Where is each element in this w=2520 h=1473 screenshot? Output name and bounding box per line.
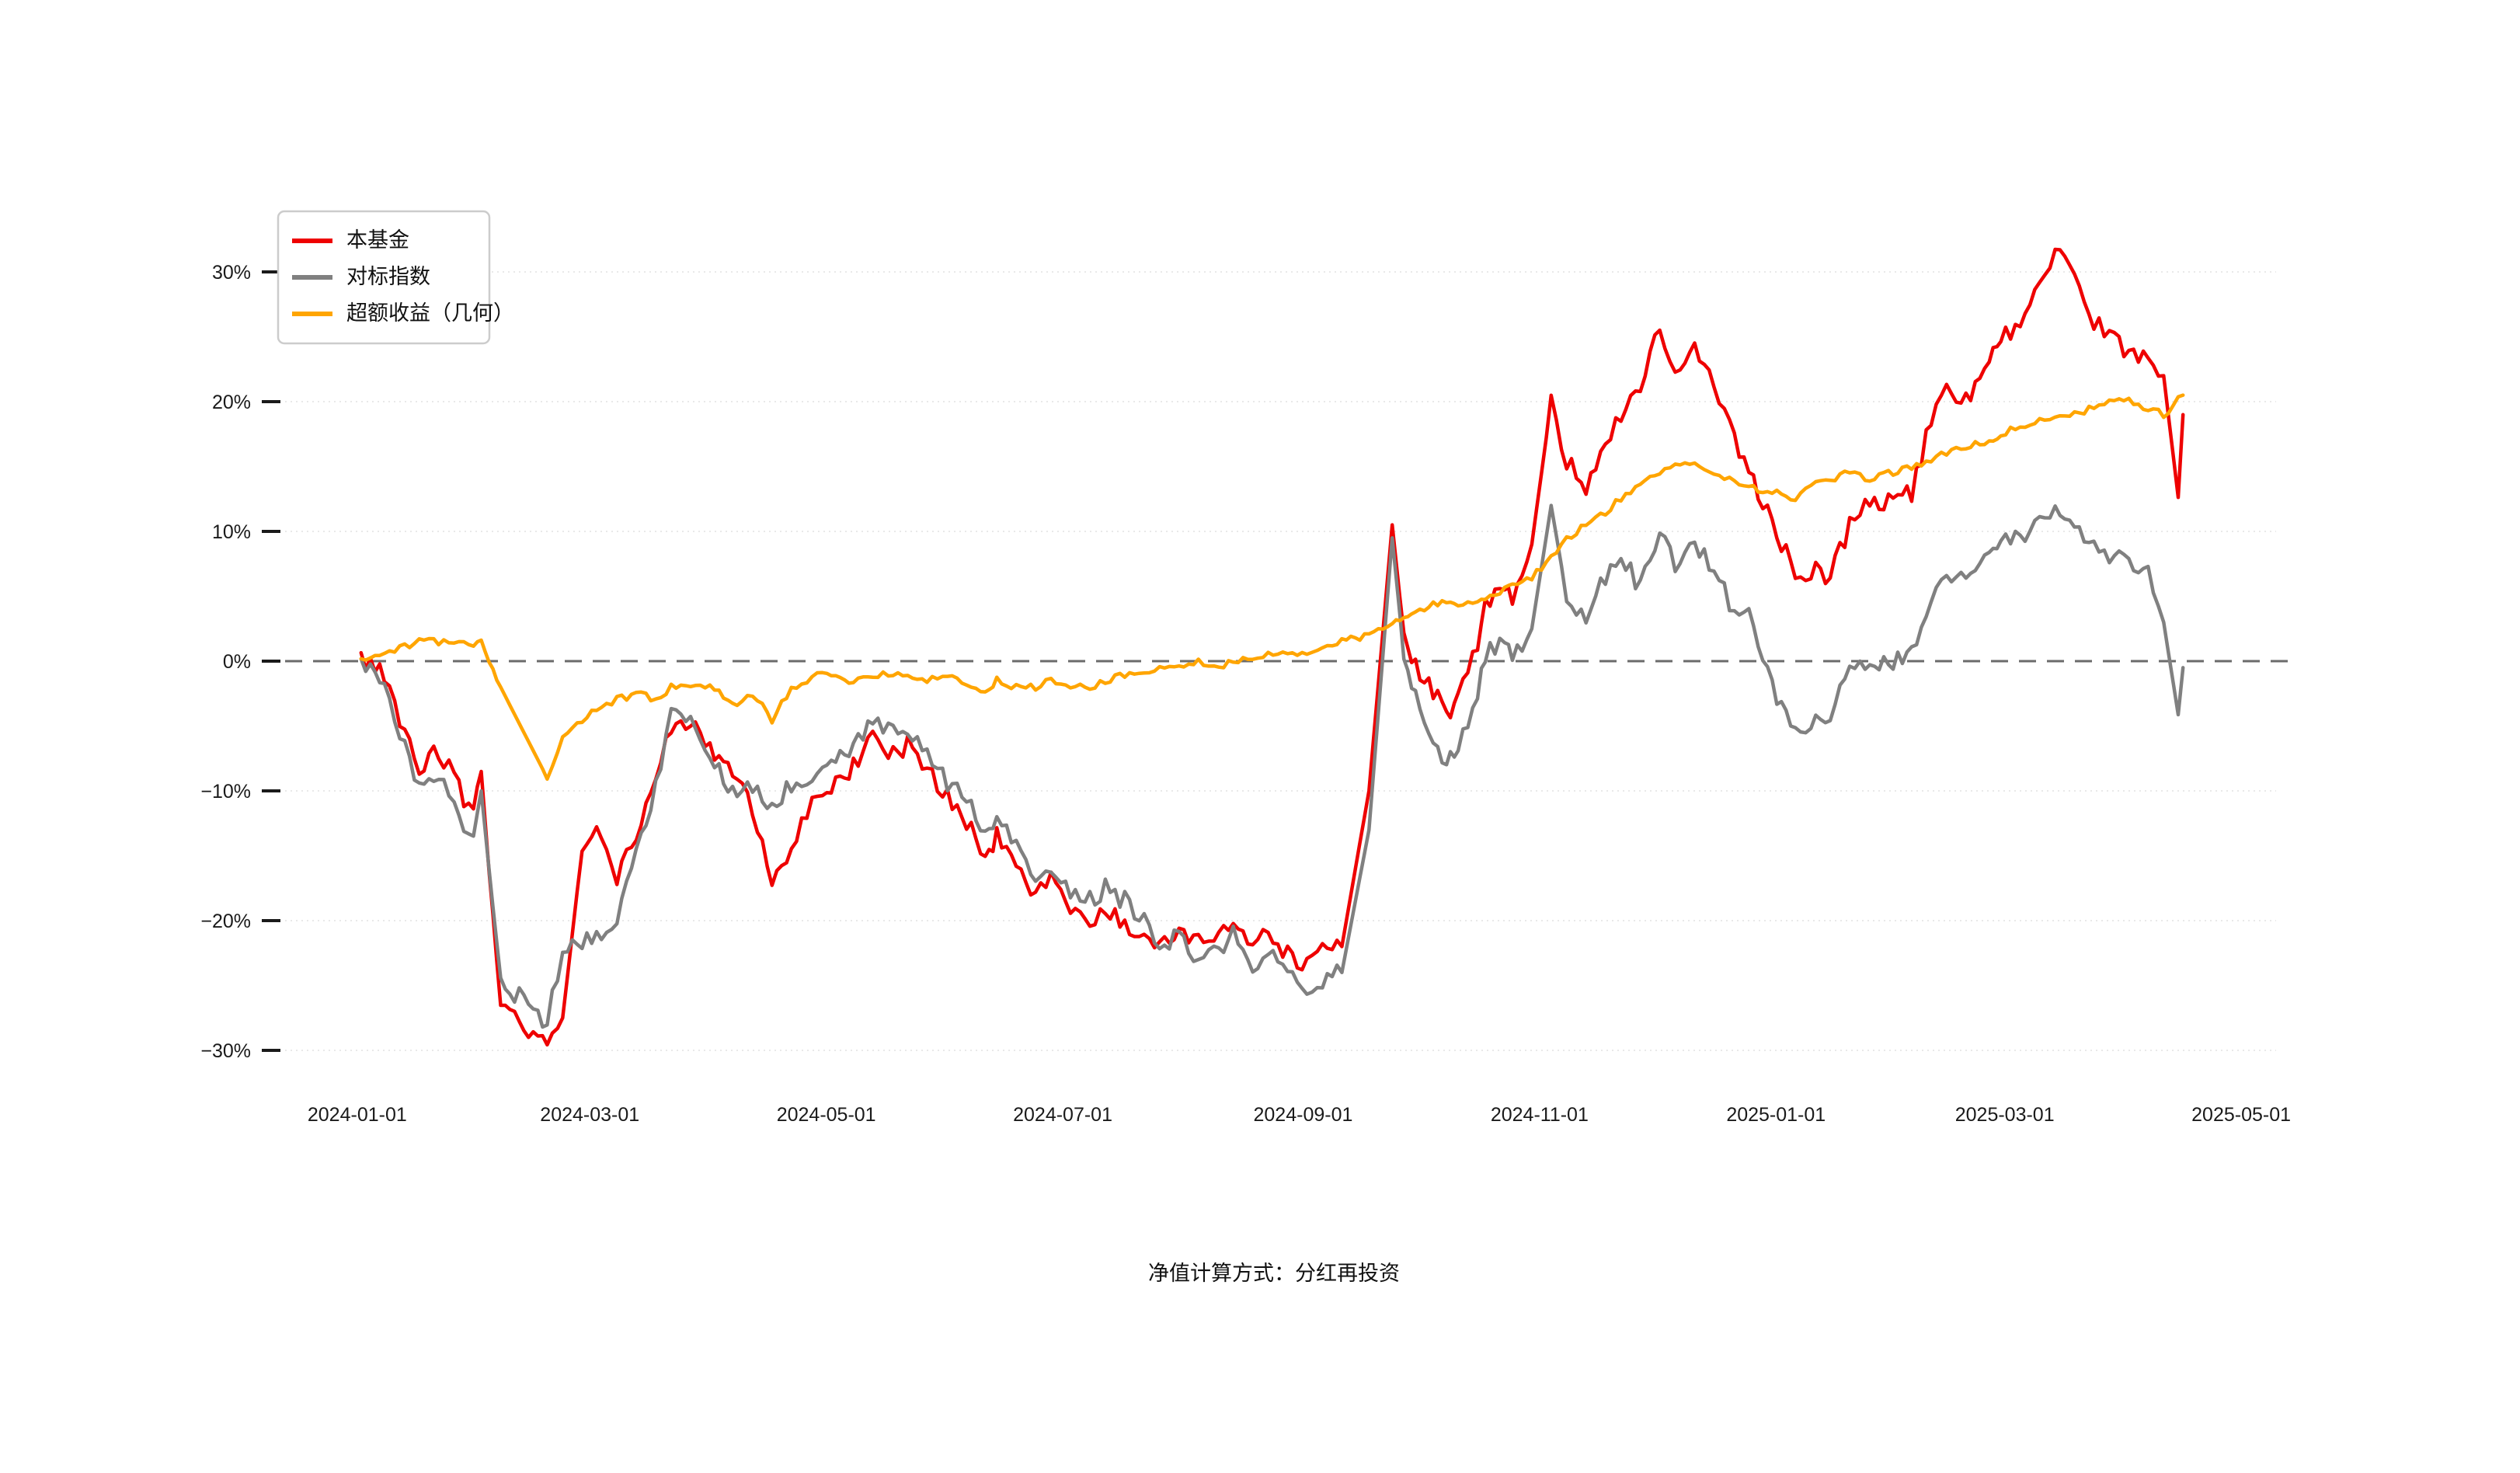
x-tick-label: 2024-05-01 bbox=[777, 1104, 876, 1126]
y-tick-label: 10% bbox=[212, 521, 251, 543]
x-tick-label: 2025-05-01 bbox=[2191, 1104, 2291, 1126]
x-tick-label: 2024-03-01 bbox=[540, 1104, 639, 1126]
legend-label: 本基金 bbox=[346, 228, 409, 252]
series-line bbox=[359, 393, 2185, 782]
legend-label: 对标指数 bbox=[346, 265, 430, 288]
y-tick-label: 30% bbox=[212, 262, 251, 284]
x-tick-label: 2024-01-01 bbox=[308, 1104, 407, 1126]
x-tick-label: 2025-03-01 bbox=[1955, 1104, 2055, 1126]
y-tick-label: 0% bbox=[223, 651, 251, 673]
x-axis-ticks-group: 2024-01-01 2024-03-01 2024-05-01 2024-07-01… bbox=[308, 1104, 2291, 1126]
y-tick-label: 20% bbox=[212, 392, 251, 413]
y-axis-ticks-group: 30% 20% 10% 0% −10% −20% −30% bbox=[200, 262, 280, 1062]
x-tick-label: 2024-11-01 bbox=[1491, 1104, 1589, 1126]
y-tick-label: −30% bbox=[200, 1040, 251, 1062]
legend-box bbox=[277, 210, 491, 345]
x-tick-label: 2024-07-01 bbox=[1013, 1104, 1112, 1126]
x-tick-label: 2025-01-01 bbox=[1726, 1104, 1826, 1126]
y-tick-label: −10% bbox=[200, 781, 251, 803]
y-tick-label: −20% bbox=[200, 911, 251, 932]
legend-label: 超额收益（几何） bbox=[346, 301, 514, 325]
series-group bbox=[359, 247, 2185, 1047]
series-line bbox=[359, 503, 2185, 1029]
chart-caption: 净值计算方式：分红再投资 bbox=[1148, 1262, 1400, 1285]
x-tick-label: 2024-09-01 bbox=[1254, 1104, 1353, 1126]
